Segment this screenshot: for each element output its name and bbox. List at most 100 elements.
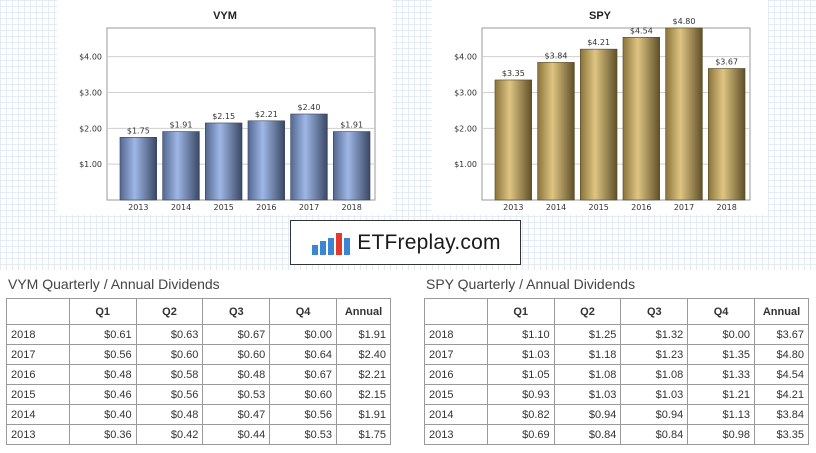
value-cell: $0.60 <box>202 344 271 365</box>
bar <box>119 136 157 201</box>
year-cell: 2016 <box>424 364 488 385</box>
value-cell: $3.35 <box>754 424 809 445</box>
y-tick-label: $1.00 <box>454 160 477 169</box>
bar <box>622 37 660 201</box>
value-cell: $0.67 <box>269 364 337 385</box>
year-cell: 2017 <box>424 344 488 365</box>
value-cell: $2.40 <box>336 344 391 365</box>
data-label: $2.15 <box>212 112 235 121</box>
table-row: 2013 $0.69 $0.84 $0.84 $0.98 $3.35 <box>424 424 809 445</box>
year-cell: 2017 <box>6 344 70 365</box>
table-row: 2014 $0.40 $0.48 $0.47 $0.56 $1.91 <box>6 404 391 425</box>
bar <box>494 79 532 201</box>
value-cell: $1.91 <box>336 404 391 425</box>
value-cell: $1.05 <box>486 364 555 385</box>
value-cell: $0.63 <box>135 324 204 345</box>
value-cell: $0.93 <box>486 384 555 405</box>
value-cell: $0.46 <box>68 384 137 405</box>
year-header <box>6 298 70 325</box>
value-cell: $0.47 <box>202 404 271 425</box>
column-header: Q2 <box>553 298 622 325</box>
value-cell: $1.33 <box>687 364 755 385</box>
value-cell: $1.13 <box>687 404 755 425</box>
column-header: Q1 <box>486 298 555 325</box>
value-cell: $1.18 <box>553 344 622 365</box>
year-cell: 2018 <box>6 324 70 345</box>
y-tick-label: $1.00 <box>79 160 102 169</box>
vym-dividends-table: Q1 Q2 Q3 Q4 Annual 2018 $0.61 $0.63 $0.67 $0.00 $… <box>6 298 391 445</box>
table-row: 2017 $1.03 $1.18 $1.23 $1.35 $4.80 <box>424 344 809 365</box>
data-label: $3.67 <box>715 57 738 66</box>
value-cell: $4.21 <box>754 384 809 405</box>
column-header: Q1 <box>68 298 137 325</box>
y-tick-label: $3.00 <box>79 89 102 98</box>
data-label: $4.21 <box>587 38 610 47</box>
value-cell: $0.69 <box>486 424 555 445</box>
x-tick-label: 2014 <box>546 203 566 212</box>
value-cell: $3.67 <box>754 324 809 345</box>
y-tick-label: $3.00 <box>454 89 477 98</box>
value-cell: $2.21 <box>336 364 391 385</box>
value-cell: $0.94 <box>620 404 689 425</box>
table-row: 2014 $0.82 $0.94 $0.94 $1.13 $3.84 <box>424 404 809 425</box>
x-tick-label: 2015 <box>588 203 608 212</box>
spy-dividends-table: Q1 Q2 Q3 Q4 Annual 2018 $1.10 $1.25 $1.32 $0.00 $… <box>424 298 809 445</box>
bar <box>708 68 746 201</box>
value-cell: $1.10 <box>486 324 555 345</box>
bar <box>247 120 285 201</box>
data-label: $4.54 <box>630 26 653 35</box>
y-tick-label: $4.00 <box>454 53 477 62</box>
value-cell: $0.40 <box>68 404 137 425</box>
x-tick-label: 2016 <box>631 203 651 212</box>
value-cell: $1.23 <box>620 344 689 365</box>
year-cell: 2015 <box>424 384 488 405</box>
logo-bar <box>320 240 327 255</box>
value-cell: $0.58 <box>135 364 204 385</box>
table-row: 2016 $1.05 $1.08 $1.08 $1.33 $4.54 <box>424 364 809 385</box>
value-cell: $0.60 <box>135 344 204 365</box>
etfreplay-logo[interactable]: ETFreplay.com <box>290 220 521 265</box>
year-header <box>424 298 488 325</box>
y-tick-label: $2.00 <box>454 124 477 133</box>
value-cell: $1.75 <box>336 424 391 445</box>
chart-title: VYM <box>213 10 237 22</box>
year-cell: 2016 <box>6 364 70 385</box>
value-cell: $0.48 <box>202 364 271 385</box>
value-cell: $1.25 <box>553 324 622 345</box>
value-cell: $4.54 <box>754 364 809 385</box>
x-tick-label: 2016 <box>256 203 276 212</box>
value-cell: $0.42 <box>135 424 204 445</box>
value-cell: $1.32 <box>620 324 689 345</box>
x-tick-label: 2017 <box>674 203 694 212</box>
table-row: 2013 $0.36 $0.42 $0.44 $0.53 $1.75 <box>6 424 391 445</box>
year-cell: 2013 <box>6 424 70 445</box>
value-cell: $1.35 <box>687 344 755 365</box>
data-label: $1.91 <box>340 121 363 130</box>
data-label: $2.40 <box>298 103 321 112</box>
table-row: 2018 $0.61 $0.63 $0.67 $0.00 $1.91 <box>6 324 391 345</box>
bar <box>333 131 371 201</box>
value-cell: $0.64 <box>269 344 337 365</box>
value-cell: $0.00 <box>269 324 337 345</box>
logo-bar <box>312 244 319 255</box>
y-tick-label: $4.00 <box>79 53 102 62</box>
value-cell: $0.56 <box>135 384 204 405</box>
value-cell: $0.48 <box>135 404 204 425</box>
logo-bar <box>328 237 335 255</box>
table-row: 2015 $0.93 $1.03 $1.03 $1.21 $4.21 <box>424 384 809 405</box>
table-row: 2017 $0.56 $0.60 $0.60 $0.64 $2.40 <box>6 344 391 365</box>
value-cell: $0.98 <box>687 424 755 445</box>
x-tick-label: 2015 <box>213 203 233 212</box>
column-header: Annual <box>336 298 391 325</box>
year-cell: 2014 <box>424 404 488 425</box>
x-tick-label: 2013 <box>128 203 148 212</box>
logo-bar <box>344 237 351 255</box>
chart-title: SPY <box>589 10 612 22</box>
year-cell: 2015 <box>6 384 70 405</box>
year-cell: 2013 <box>424 424 488 445</box>
column-header: Q3 <box>202 298 271 325</box>
value-cell: $0.60 <box>269 384 337 405</box>
x-tick-label: 2018 <box>341 203 361 212</box>
value-cell: $0.82 <box>486 404 555 425</box>
column-header: Q4 <box>687 298 755 325</box>
